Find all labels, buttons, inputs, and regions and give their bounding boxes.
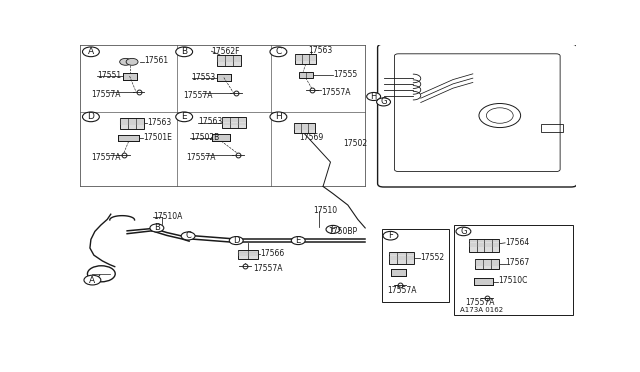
Text: 17510: 17510 bbox=[313, 206, 337, 215]
Text: F: F bbox=[388, 231, 393, 240]
Circle shape bbox=[367, 93, 381, 100]
Text: 17557A: 17557A bbox=[91, 153, 120, 162]
Bar bbox=[541, 124, 563, 132]
Text: 17555: 17555 bbox=[333, 70, 357, 78]
Text: 17566: 17566 bbox=[260, 249, 284, 258]
Text: 17557A: 17557A bbox=[465, 298, 495, 307]
Text: 17567: 17567 bbox=[506, 259, 530, 267]
Circle shape bbox=[326, 225, 340, 233]
Circle shape bbox=[83, 47, 99, 57]
Text: 17564: 17564 bbox=[505, 238, 529, 247]
Circle shape bbox=[291, 237, 305, 244]
Text: 17557A: 17557A bbox=[183, 91, 212, 100]
Text: B: B bbox=[154, 224, 160, 232]
Bar bbox=[237, 250, 257, 259]
Text: 17552: 17552 bbox=[420, 253, 444, 262]
Text: E: E bbox=[296, 236, 301, 245]
Polygon shape bbox=[474, 278, 493, 285]
Bar bbox=[222, 117, 246, 128]
Text: H: H bbox=[371, 92, 377, 101]
Bar bbox=[389, 252, 414, 264]
Bar bbox=[454, 225, 573, 315]
Text: 17510A: 17510A bbox=[154, 212, 183, 221]
Polygon shape bbox=[392, 269, 406, 276]
Bar bbox=[299, 71, 312, 78]
Text: 17563: 17563 bbox=[308, 46, 332, 55]
Bar bbox=[475, 259, 499, 269]
Circle shape bbox=[456, 227, 471, 236]
Circle shape bbox=[270, 47, 287, 57]
Text: 17502B: 17502B bbox=[190, 133, 220, 142]
Text: 17557A: 17557A bbox=[91, 90, 120, 99]
Bar bbox=[295, 54, 316, 64]
Text: 17563: 17563 bbox=[147, 118, 172, 127]
Circle shape bbox=[383, 231, 398, 240]
Text: 17561: 17561 bbox=[145, 56, 168, 65]
Text: A: A bbox=[90, 276, 95, 285]
Circle shape bbox=[176, 47, 193, 57]
Circle shape bbox=[126, 58, 138, 65]
Circle shape bbox=[150, 224, 164, 232]
Text: B: B bbox=[181, 47, 188, 56]
Polygon shape bbox=[217, 74, 231, 81]
Bar bbox=[294, 123, 315, 133]
Text: 17557A: 17557A bbox=[388, 286, 417, 295]
Text: A173A 0162: A173A 0162 bbox=[460, 307, 504, 313]
Text: 17557A: 17557A bbox=[253, 264, 283, 273]
Circle shape bbox=[83, 112, 99, 122]
Text: C: C bbox=[185, 231, 191, 240]
Text: 17553: 17553 bbox=[191, 73, 216, 81]
Polygon shape bbox=[118, 135, 139, 141]
Bar bbox=[217, 55, 241, 66]
Circle shape bbox=[120, 58, 132, 65]
Text: H: H bbox=[275, 112, 282, 121]
Circle shape bbox=[376, 98, 390, 106]
Circle shape bbox=[181, 232, 195, 240]
Circle shape bbox=[229, 237, 243, 244]
Text: D: D bbox=[233, 236, 239, 245]
Text: 17562F: 17562F bbox=[211, 47, 240, 56]
Text: 17563: 17563 bbox=[198, 116, 222, 126]
Circle shape bbox=[176, 112, 193, 122]
Polygon shape bbox=[123, 73, 136, 80]
Circle shape bbox=[270, 112, 287, 122]
Text: E: E bbox=[181, 112, 187, 121]
Text: 17557A: 17557A bbox=[187, 153, 216, 162]
Text: C: C bbox=[275, 47, 282, 56]
Text: 17501E: 17501E bbox=[143, 133, 172, 142]
Text: D: D bbox=[88, 112, 94, 121]
Bar bbox=[469, 239, 499, 251]
Text: 17569: 17569 bbox=[300, 133, 323, 142]
Polygon shape bbox=[212, 134, 230, 141]
Text: 17557A: 17557A bbox=[321, 88, 351, 97]
Text: G: G bbox=[380, 97, 387, 106]
Text: 17502: 17502 bbox=[343, 139, 367, 148]
Bar bbox=[120, 118, 144, 129]
Text: F: F bbox=[330, 225, 335, 234]
Circle shape bbox=[84, 275, 101, 285]
Text: 1750BP: 1750BP bbox=[328, 227, 357, 236]
Text: A: A bbox=[88, 47, 94, 56]
Bar bbox=[381, 230, 449, 302]
Text: 17510C: 17510C bbox=[498, 276, 527, 285]
Text: G: G bbox=[460, 227, 467, 236]
Text: 17551: 17551 bbox=[97, 71, 122, 80]
